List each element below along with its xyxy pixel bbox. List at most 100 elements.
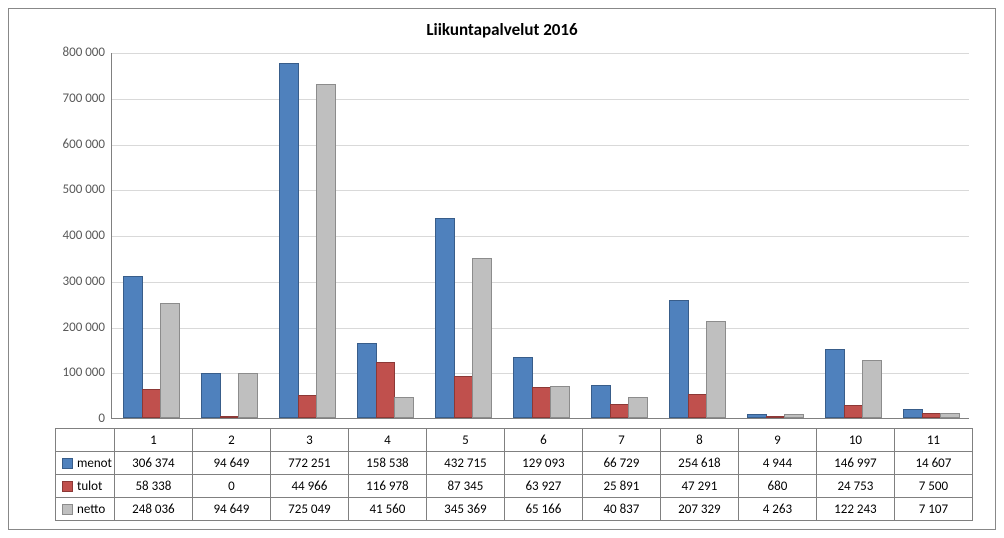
table-cell: 207 329 [660,498,738,521]
category-header: 7 [582,429,660,452]
data-table: 1234567891011 menot306 37494 649772 25115… [55,428,973,521]
table-cell: 116 978 [348,475,426,498]
bar-menot [669,300,689,418]
category-header: 5 [426,429,504,452]
table-cell: 47 291 [660,475,738,498]
bar-menot [201,373,221,418]
table-cell: 58 338 [114,475,192,498]
table-cell: 0 [192,475,270,498]
bar-netto [238,373,258,418]
table-cell: 122 243 [816,498,894,521]
bar-tulot [610,404,630,418]
plot-area [111,53,969,419]
bar-netto [394,397,414,418]
bar-netto [784,414,804,418]
y-axis-label: 700 000 [15,92,105,105]
table-cell: 345 369 [426,498,504,521]
table-cell: 94 649 [192,452,270,475]
table-cell: 94 649 [192,498,270,521]
y-axis-label: 300 000 [15,275,105,288]
bar-tulot [298,395,318,418]
gridline [112,328,969,329]
table-cell: 66 729 [582,452,660,475]
bar-menot [747,414,767,418]
series-header-tulot: tulot [56,475,115,498]
y-axis-label: 600 000 [15,138,105,151]
gridline [112,282,969,283]
bar-tulot [688,394,708,418]
chart-title: Liikuntapalvelut 2016 [9,19,995,40]
table-cell: 725 049 [270,498,348,521]
bar-menot [279,63,299,418]
table-cell: 432 715 [426,452,504,475]
bar-netto [940,413,960,418]
table-cell: 158 538 [348,452,426,475]
y-axis-label: 400 000 [15,229,105,242]
table-cell: 7 500 [894,475,972,498]
legend-marker-menot [62,458,73,469]
table-cell: 65 166 [504,498,582,521]
table-cell: 7 107 [894,498,972,521]
y-axis-label: 800 000 [15,46,105,59]
table-cell: 4 263 [738,498,816,521]
table-cell: 248 036 [114,498,192,521]
bar-tulot [922,413,942,418]
table-cell: 254 618 [660,452,738,475]
bar-menot [513,357,533,418]
gridline [112,145,969,146]
table-cell: 87 345 [426,475,504,498]
table-cell: 44 966 [270,475,348,498]
gridline [112,236,969,237]
category-header: 11 [894,429,972,452]
table-cell: 14 607 [894,452,972,475]
y-axis-label: 500 000 [15,183,105,196]
bar-netto [472,258,492,418]
bar-tulot [532,387,552,418]
table-cell: 24 753 [816,475,894,498]
table-corner [56,429,115,452]
table-cell: 772 251 [270,452,348,475]
legend-marker-tulot [62,481,73,492]
bar-menot [357,343,377,418]
category-header: 3 [270,429,348,452]
bar-menot [825,349,845,418]
bar-tulot [142,389,162,418]
chart-frame: Liikuntapalvelut 2016 0 100 000 200 000 300… [8,8,996,530]
bar-tulot [844,405,864,418]
category-header: 2 [192,429,270,452]
table-cell: 146 997 [816,452,894,475]
table-cell: 63 927 [504,475,582,498]
legend-marker-netto [62,504,73,515]
bar-netto [706,321,726,418]
bar-menot [123,276,143,418]
table-cell: 306 374 [114,452,192,475]
table-cell: 25 891 [582,475,660,498]
series-header-menot: menot [56,452,115,475]
category-header: 1 [114,429,192,452]
table-cell: 41 560 [348,498,426,521]
category-header: 6 [504,429,582,452]
category-header: 8 [660,429,738,452]
gridline [112,190,969,191]
bar-menot [903,409,923,418]
table-cell: 129 093 [504,452,582,475]
series-header-netto: netto [56,498,115,521]
bar-netto [316,84,336,418]
category-header: 4 [348,429,426,452]
bar-tulot [220,416,240,418]
table-cell: 4 944 [738,452,816,475]
gridline [112,53,969,54]
bar-tulot [454,376,474,418]
bar-netto [862,360,882,418]
gridline [112,99,969,100]
y-axis-label: 0 [15,412,105,425]
y-axis-label: 100 000 [15,366,105,379]
table-cell: 40 837 [582,498,660,521]
bar-netto [550,386,570,418]
category-header: 9 [738,429,816,452]
bar-netto [628,397,648,418]
table-cell: 680 [738,475,816,498]
y-axis-label: 200 000 [15,321,105,334]
bar-tulot [766,416,786,418]
category-header: 10 [816,429,894,452]
